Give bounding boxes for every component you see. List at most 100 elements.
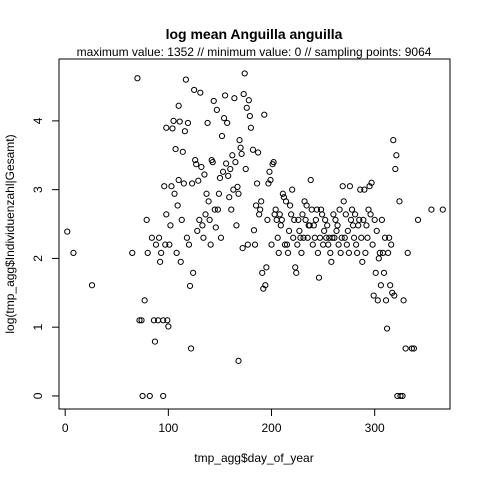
data-point <box>325 241 332 248</box>
data-point <box>262 282 269 289</box>
data-point <box>227 165 234 173</box>
data-point <box>261 111 268 118</box>
data-point <box>386 234 393 241</box>
data-point <box>245 97 252 104</box>
data-point <box>187 345 195 352</box>
data-point <box>64 228 71 235</box>
data-point <box>179 148 186 155</box>
data-point <box>266 168 273 175</box>
data-point <box>309 241 316 248</box>
data-point <box>143 216 150 224</box>
data-point <box>382 297 390 304</box>
data-point <box>404 249 411 257</box>
data-point <box>194 227 201 235</box>
data-point <box>238 150 245 157</box>
data-point <box>141 297 148 304</box>
data-point <box>307 176 314 184</box>
data-point <box>303 202 310 209</box>
data-point <box>372 269 379 276</box>
data-point <box>216 174 224 182</box>
data-point <box>330 211 337 218</box>
data-point <box>229 152 236 159</box>
data-point <box>241 70 248 77</box>
data-point <box>361 186 368 193</box>
data-point <box>218 132 226 140</box>
y-axis-label: log(tmp_agg$Individuenzahl|Gesamt) <box>3 134 17 333</box>
data-point <box>167 222 174 229</box>
data-point <box>257 206 264 213</box>
data-point <box>342 211 349 218</box>
data-point <box>340 198 347 205</box>
data-point <box>230 186 237 193</box>
data-point <box>380 269 388 276</box>
data-point <box>357 186 364 193</box>
data-point <box>383 325 391 332</box>
data-point <box>323 234 330 241</box>
data-point <box>347 216 355 224</box>
chart-title: log mean Anguilla anguilla <box>166 26 343 42</box>
data-point <box>341 234 348 241</box>
data-point <box>252 202 260 209</box>
data-point <box>359 258 366 265</box>
data-point <box>259 269 266 276</box>
data-point <box>355 222 362 229</box>
data-point <box>175 176 182 184</box>
data-point <box>291 216 298 224</box>
data-point <box>333 227 340 235</box>
data-point <box>161 183 168 190</box>
data-point <box>129 249 136 257</box>
data-point <box>146 392 153 400</box>
data-point <box>209 159 216 166</box>
y-tick-label: 4 <box>31 117 45 124</box>
data-points <box>64 70 446 400</box>
data-point <box>400 297 407 304</box>
data-point <box>193 161 200 168</box>
data-point <box>374 297 381 304</box>
data-point <box>289 186 296 193</box>
data-point <box>139 392 146 400</box>
data-point <box>298 249 305 257</box>
y-tick-label: 2 <box>31 255 45 262</box>
data-point <box>220 115 228 122</box>
data-point <box>391 292 398 299</box>
data-point <box>244 241 251 248</box>
data-point <box>213 106 220 113</box>
data-point <box>354 249 361 257</box>
data-point <box>136 317 143 324</box>
data-point <box>234 183 241 190</box>
data-point <box>349 222 357 229</box>
data-point <box>190 269 197 276</box>
data-point <box>226 194 233 201</box>
data-point <box>184 119 192 127</box>
x-tick-label: 100 <box>158 421 178 435</box>
data-point <box>152 241 160 248</box>
data-point <box>277 222 284 229</box>
data-point <box>345 249 352 257</box>
data-point <box>201 171 208 178</box>
data-point <box>290 234 297 241</box>
data-point <box>300 234 307 241</box>
data-point <box>329 234 336 241</box>
data-point <box>182 76 189 83</box>
data-point <box>173 249 180 257</box>
data-point <box>358 234 365 241</box>
data-point <box>164 317 171 324</box>
data-point <box>428 206 435 213</box>
data-point <box>70 249 77 257</box>
data-point <box>236 137 243 144</box>
data-point <box>224 119 231 127</box>
data-point <box>282 198 290 205</box>
data-point <box>272 206 279 213</box>
data-point <box>367 211 374 218</box>
data-point <box>202 211 209 218</box>
data-point <box>162 241 169 248</box>
data-point <box>278 216 285 224</box>
data-point <box>332 216 339 224</box>
data-point <box>285 227 293 235</box>
data-point <box>390 137 397 144</box>
data-point <box>225 172 232 179</box>
data-point <box>203 190 210 197</box>
data-point <box>192 156 199 164</box>
x-tick-label: 0 <box>62 421 69 435</box>
